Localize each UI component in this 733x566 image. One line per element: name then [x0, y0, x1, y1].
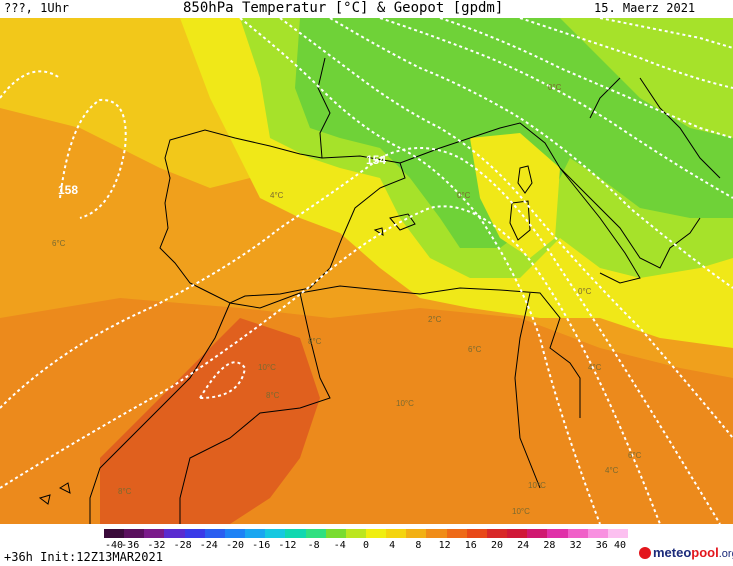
- colorbar-tick-label: 20: [490, 540, 504, 551]
- colorbar-segment: [446, 529, 468, 538]
- colorbar-segment: [366, 529, 387, 538]
- colorbar-tick-label: -20: [225, 540, 245, 551]
- colorbar-tick-label: 12: [438, 540, 451, 551]
- colorbar-segment: [466, 529, 488, 538]
- logo-text-accent: pool: [691, 545, 719, 560]
- colorbar-tick-label: 36: [595, 540, 608, 551]
- colorbar-segment: [265, 529, 286, 538]
- init-time-label: +36h Init:12Z13MAR2021: [4, 550, 163, 564]
- logo-text-main: meteo: [653, 545, 692, 560]
- colorbar-tick-label: -8: [307, 540, 320, 551]
- temp-label: 8°C: [266, 391, 280, 400]
- temp-label: 0°C: [457, 191, 471, 200]
- temp-label: 10°C: [396, 399, 414, 408]
- temp-label: 0°C: [548, 83, 562, 92]
- colorbar-tick-label: 8: [415, 540, 422, 551]
- colorbar-tick-label: 32: [569, 540, 582, 551]
- colorbar-segment: [345, 529, 367, 538]
- colorbar-segment: [567, 529, 589, 538]
- temperature-colorbar: [104, 529, 629, 538]
- forecast-hour-label: ???, 1Uhr: [4, 1, 70, 15]
- colorbar-segment: [325, 529, 347, 538]
- temp-label: 4°C: [605, 466, 619, 475]
- geopot-contours: [0, 18, 733, 524]
- temp-label: 0°C: [578, 287, 592, 296]
- colorbar-segment: [486, 529, 508, 538]
- colorbar-segment: [164, 529, 186, 538]
- temp-label: 6°C: [628, 451, 642, 460]
- temp-label: 6°C: [468, 345, 482, 354]
- field-yellow-islands: [470, 133, 560, 258]
- meteopool-logo[interactable]: meteopool.org: [639, 545, 733, 560]
- colorbar-tick-label: 24: [517, 540, 530, 551]
- colorbar-segment: [607, 529, 629, 538]
- logo-text-suffix: .org: [718, 548, 733, 560]
- colorbar-segment: [285, 529, 307, 538]
- temp-label: 10°C: [258, 363, 276, 372]
- colorbar-tick-label: -24: [199, 540, 218, 551]
- colorbar-tick-label: -12: [278, 540, 297, 551]
- colorbar-tick-label: -36: [121, 540, 140, 551]
- colorbar-segment: [184, 529, 206, 538]
- colorbar-tick-label: -16: [252, 540, 271, 551]
- field-red-orange: [100, 318, 320, 524]
- geopot-label-154: 154: [366, 153, 386, 167]
- colorbar-segment: [406, 529, 427, 538]
- colorbar-tick-label: 4: [389, 540, 396, 551]
- colorbar-segment: [124, 529, 145, 538]
- map-date: 15. Maerz 2021: [594, 1, 696, 15]
- temp-label: 10°C: [528, 481, 546, 490]
- colorbar-tick-label: -4: [333, 540, 346, 551]
- coastlines: [38, 57, 721, 524]
- temp-label: 4°C: [270, 191, 284, 200]
- header-bar: ???, 1Uhr 850hPa Temperatur [°C] & Geopo…: [0, 0, 733, 18]
- map-title: 850hPa Temperatur [°C] & Geopot [gpdm]: [183, 0, 504, 16]
- colorbar-tick-label: -28: [173, 540, 192, 551]
- geopot-label-158: 158: [58, 183, 78, 197]
- colorbar-segment: [527, 529, 548, 538]
- temp-label: 10°C: [512, 507, 530, 516]
- temperature-map: 158 154 0°C 0°C 0°C 4°C 2°C 6°C 4°C 6°C …: [0, 18, 733, 524]
- colorbar-tick-labels: -40 -36 -32 -28 -24 -20 -16 -12 -8 -4 0 4 8 12 16 20 24 2…: [104, 540, 628, 552]
- colorbar-segment: [386, 529, 407, 538]
- colorbar-tick-label: -32: [147, 540, 166, 551]
- colorbar-segment: [204, 529, 226, 538]
- logo-dot-icon: [639, 547, 651, 559]
- colorbar-segment: [547, 529, 569, 538]
- colorbar-tick-label: 0: [362, 540, 370, 551]
- colorbar-segment: [104, 529, 125, 538]
- colorbar-segment: [426, 529, 448, 538]
- colorbar-segment: [224, 529, 246, 538]
- temp-label: 6°C: [52, 239, 66, 248]
- temp-label: 8°C: [118, 487, 132, 496]
- temperature-labels: 0°C 0°C 0°C 4°C 2°C 6°C 4°C 6°C 10°C 10°…: [52, 83, 642, 516]
- field-green-core: [295, 18, 733, 248]
- temp-label: 8°C: [308, 337, 322, 346]
- colorbar-segment: [587, 529, 609, 538]
- temp-label: 4°C: [588, 363, 602, 372]
- temp-label: 2°C: [428, 315, 442, 324]
- colorbar-tick-label: 16: [464, 540, 477, 551]
- colorbar-segment: [507, 529, 528, 538]
- colorbar-segment: [144, 529, 165, 538]
- colorbar-tick-label: 40: [613, 540, 627, 551]
- colorbar-tick-label: -40: [104, 540, 124, 551]
- colorbar-tick-label: 28: [543, 540, 556, 551]
- colorbar-segment: [305, 529, 327, 538]
- colorbar-segment: [245, 529, 266, 538]
